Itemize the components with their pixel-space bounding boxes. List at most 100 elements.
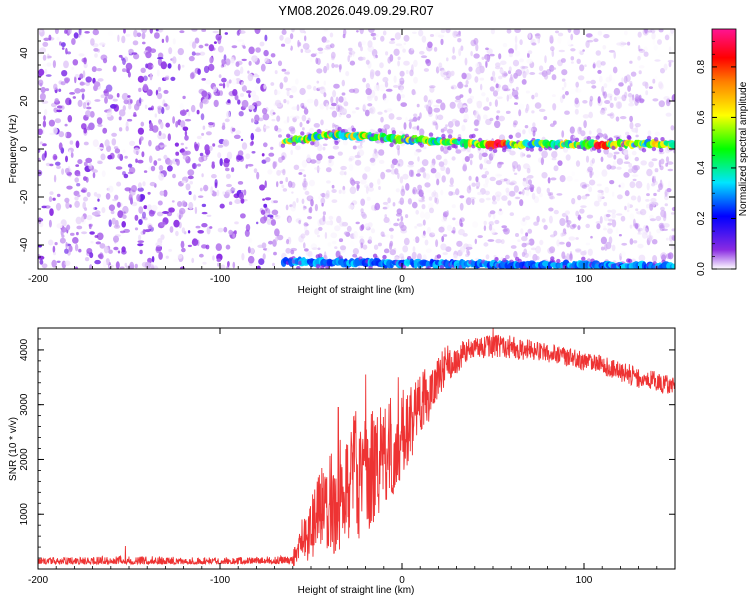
heatmap-noise-spot bbox=[651, 158, 658, 162]
heatmap-noise-spot bbox=[481, 56, 485, 60]
heatmap-noise-spot bbox=[474, 110, 479, 119]
heatmap-noise-spot bbox=[67, 115, 73, 123]
heatmap-noise-spot bbox=[664, 191, 669, 196]
heatmap-noise-spot bbox=[665, 98, 671, 107]
heatmap-noise-spot bbox=[97, 198, 100, 202]
heatmap-noise-spot bbox=[38, 157, 41, 162]
heatmap-noise-spot bbox=[179, 102, 184, 111]
heatmap-noise-spot bbox=[589, 159, 594, 167]
heatmap-noise-spot bbox=[465, 73, 472, 80]
heatmap-noise-spot bbox=[408, 48, 415, 55]
heatmap-noise-spot bbox=[241, 190, 245, 193]
heatmap-noise-spot bbox=[513, 250, 518, 259]
heatmap-noise-spot bbox=[262, 198, 265, 201]
heatmap-noise-spot bbox=[86, 126, 91, 131]
heatmap-noise-spot bbox=[639, 208, 647, 216]
heatmap-noise-spot bbox=[224, 32, 228, 35]
heatmap-noise-spot bbox=[491, 200, 498, 205]
heatmap-noise-spot bbox=[257, 244, 264, 248]
heatmap-noise-spot bbox=[481, 92, 486, 97]
heatmap-noise-spot bbox=[458, 48, 462, 57]
heatmap-noise-spot bbox=[200, 113, 205, 121]
heatmap-noise-spot bbox=[61, 47, 65, 50]
heatmap-noise-spot bbox=[306, 120, 310, 124]
heatmap-noise-spot bbox=[302, 180, 308, 188]
heatmap-noise-spot bbox=[156, 211, 164, 217]
heatmap-noise-spot bbox=[526, 104, 530, 111]
heatmap-noise-spot bbox=[465, 253, 470, 257]
heatmap-noise-spot bbox=[224, 118, 230, 123]
heatmap-signal-halo bbox=[643, 269, 647, 273]
heatmap-noise-spot bbox=[173, 219, 180, 228]
heatmap-noise-spot bbox=[611, 212, 616, 219]
heatmap-noise-spot bbox=[306, 47, 310, 53]
heatmap-noise-spot bbox=[60, 81, 66, 86]
heatmap-noise-spot bbox=[644, 29, 648, 34]
heatmap-noise-spot bbox=[588, 111, 593, 119]
heatmap-noise-spot bbox=[62, 130, 67, 138]
heatmap-noise-spot bbox=[272, 112, 276, 115]
heatmap-noise-spot bbox=[289, 33, 294, 40]
heatmap-noise-spot bbox=[304, 229, 310, 236]
heatmap-noise-spot bbox=[172, 38, 176, 45]
heatmap-noise-spot bbox=[362, 77, 366, 83]
heatmap-noise-spot bbox=[580, 205, 587, 209]
heatmap-noise-spot bbox=[367, 95, 373, 102]
heatmap-noise-spot bbox=[288, 216, 291, 224]
heatmap-noise-spot bbox=[316, 153, 323, 161]
heatmap-noise-spot bbox=[184, 130, 188, 137]
heatmap-noise-spot bbox=[59, 237, 66, 244]
heatmap-noise-spot bbox=[232, 261, 236, 269]
heatmap-noise-spot bbox=[527, 50, 533, 55]
heatmap-noise-spot bbox=[118, 54, 123, 58]
heatmap-noise-spot bbox=[648, 86, 654, 89]
heatmap-y-tick-label: 20 bbox=[19, 95, 30, 107]
heatmap-noise-spot bbox=[636, 211, 643, 215]
heatmap-noise-spot bbox=[600, 156, 604, 163]
heatmap-noise-spot bbox=[517, 164, 521, 172]
heatmap-noise-spot bbox=[412, 91, 417, 95]
heatmap-noise-spot bbox=[490, 228, 496, 235]
heatmap-noise-spot bbox=[144, 229, 151, 233]
heatmap-noise-spot bbox=[602, 45, 607, 50]
heatmap-noise-spot bbox=[602, 133, 608, 139]
heatmap-noise-spot bbox=[574, 97, 579, 105]
heatmap-noise-spot bbox=[88, 162, 92, 170]
heatmap-noise-spot bbox=[160, 121, 164, 130]
heatmap-noise-spot bbox=[635, 93, 639, 99]
heatmap-noise-spot bbox=[259, 184, 266, 191]
heatmap-noise-spot bbox=[557, 160, 563, 167]
heatmap-noise-spot bbox=[69, 140, 74, 145]
heatmap-noise-spot bbox=[174, 51, 178, 56]
heatmap-noise-spot bbox=[251, 55, 258, 62]
heatmap-signal-halo bbox=[492, 148, 498, 153]
heatmap-noise-spot bbox=[134, 214, 139, 221]
heatmap-noise-spot bbox=[109, 264, 114, 268]
heatmap-noise-spot bbox=[93, 48, 99, 52]
snr-y-axis-label: SNR (10 * v/v) bbox=[8, 417, 19, 481]
heatmap-noise-spot bbox=[49, 208, 54, 217]
heatmap-noise-spot bbox=[521, 236, 528, 242]
heatmap-noise-spot bbox=[92, 29, 100, 36]
snr-x-tick-label: 0 bbox=[399, 575, 405, 586]
heatmap-noise-spot bbox=[43, 115, 46, 121]
heatmap-noise-spot bbox=[627, 41, 631, 46]
heatmap-noise-spot bbox=[508, 66, 512, 72]
heatmap-noise-spot bbox=[121, 221, 126, 228]
heatmap-noise-spot bbox=[653, 175, 656, 180]
heatmap-noise-spot bbox=[557, 32, 564, 37]
heatmap-signal-halo bbox=[471, 133, 476, 139]
heatmap-noise-spot bbox=[638, 65, 645, 69]
heatmap-noise-spot bbox=[77, 159, 83, 165]
heatmap-noise-spot bbox=[503, 73, 508, 77]
heatmap-noise-spot bbox=[586, 214, 594, 219]
heatmap-noise-spot bbox=[452, 30, 458, 38]
heatmap-noise-spot bbox=[418, 197, 425, 203]
heatmap-noise-spot bbox=[390, 38, 395, 41]
heatmap-noise-spot bbox=[508, 93, 513, 100]
heatmap-noise-spot bbox=[237, 99, 241, 105]
heatmap-noise-spot bbox=[81, 57, 87, 63]
heatmap-noise-spot bbox=[322, 211, 326, 216]
heatmap-noise-spot bbox=[142, 41, 146, 45]
heatmap-noise-spot bbox=[499, 68, 505, 74]
